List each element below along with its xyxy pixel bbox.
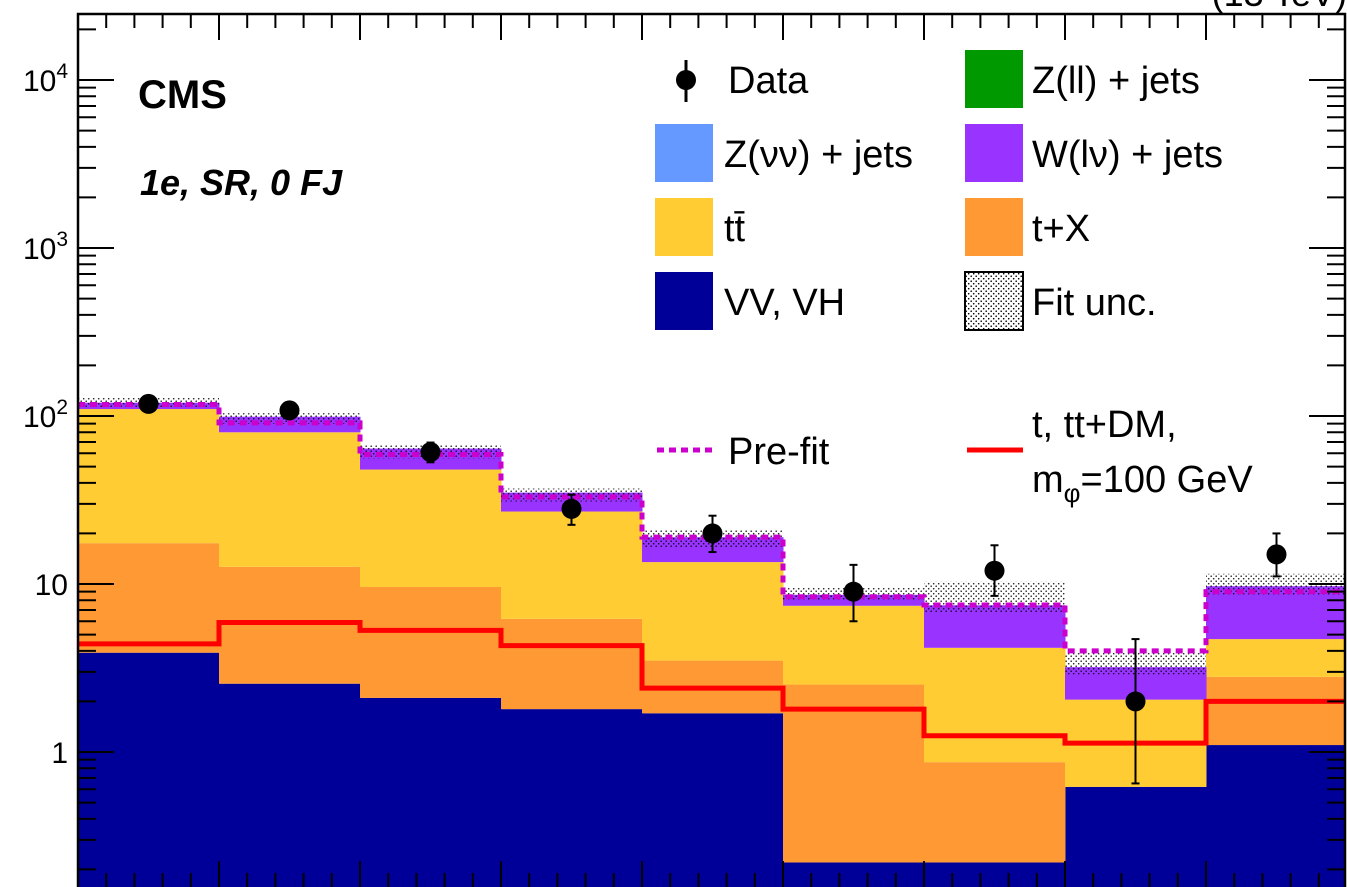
legend-vv: VV, VH [655, 272, 845, 330]
stack-bar-t-x-bin-1 [78, 543, 220, 653]
legend-data-label: Data [728, 60, 809, 102]
axis-ticks: 1 10 102 103 104 [23, 14, 1345, 887]
data-point-bin-4 [561, 493, 582, 526]
y-tick-label: 103 [23, 228, 68, 266]
legend-znn-swatch [655, 124, 713, 182]
stack-bar-vv-vh-bin-2 [219, 683, 361, 887]
legend-zll-swatch [965, 50, 1023, 108]
legend-unc-swatch [964, 271, 1024, 331]
y-tick-label: 10 [35, 569, 68, 602]
data-point-bin-9 [1266, 532, 1287, 578]
stack-bar-vv-vh-bin-8 [1065, 786, 1207, 887]
legend-signal-label-1: t, tt+DM, [1032, 404, 1177, 446]
cms-label: CMS [138, 73, 227, 117]
data-point-bin-7 [984, 544, 1005, 597]
stack-bar-w-l-jets-bin-7 [924, 605, 1066, 648]
legend-tt: tt̄ [655, 198, 746, 256]
prefit-line [78, 402, 1345, 654]
stack-bar-vv-vh-bin-7 [924, 862, 1066, 887]
stack-bar-vv-vh-bin-1 [78, 652, 220, 887]
stack-bar-t-x-bin-3 [360, 586, 502, 698]
legend-znn: Z(νν) + jets [655, 124, 913, 182]
legend-wln: W(lν) + jets [965, 124, 1223, 182]
stack-bar-tt--bin-1 [78, 409, 220, 544]
plot-frame [76, 12, 1347, 887]
legend-tx-swatch [965, 198, 1023, 256]
legend-prefit: Pre-fit [657, 431, 830, 473]
stack-bar-t-x-bin-9 [1206, 676, 1345, 746]
legend-tt-label: tt̄ [724, 208, 746, 250]
energy-label: (13 TeV) [1212, 0, 1347, 14]
data-point-bin-6 [843, 563, 864, 623]
stack-bar-tt--bin-2 [219, 432, 361, 567]
y-tick-label: 104 [23, 60, 68, 98]
legend-data-marker [676, 70, 696, 90]
data-point-bin-8 [1125, 638, 1146, 785]
stack-bar-tt--bin-7 [924, 647, 1066, 763]
stack-bar-t-x-bin-4 [501, 618, 643, 710]
legend-signal: t, tt+DM, mφ=100 GeV [967, 404, 1253, 508]
legend-unc-label: Fit unc. [1032, 282, 1157, 324]
stack-bar-t-x-bin-7 [924, 762, 1066, 863]
legend-tt-swatch [655, 198, 713, 256]
legend-znn-label: Z(νν) + jets [724, 134, 913, 176]
legend-tx: t+X [965, 198, 1090, 256]
prefit-and-signal-lines [78, 402, 1345, 746]
data-points [138, 393, 1287, 785]
stack-bar-w-l-jets-bin-9 [1206, 586, 1345, 640]
y-tick-label: 1 [51, 737, 68, 770]
stack-bar-tt--bin-4 [501, 511, 643, 619]
data-point-bin-1 [138, 393, 159, 414]
stack-bar-t-x-bin-6 [783, 684, 925, 863]
legend-prefit-label: Pre-fit [728, 431, 830, 473]
legend-zll-label: Z(ll) + jets [1032, 60, 1200, 102]
data-point-bin-5 [702, 514, 723, 554]
legend-zll: Z(ll) + jets [965, 50, 1200, 108]
data-point-bin-2 [279, 400, 300, 421]
data-point-bin-3 [420, 441, 441, 464]
y-tick-label: 102 [23, 396, 68, 434]
region-label: 1e, SR, 0 FJ [140, 162, 343, 203]
stack-bar-t-x-bin-2 [219, 566, 361, 684]
stack-bar-vv-vh-bin-5 [642, 713, 784, 887]
stack-bar-tt--bin-5 [642, 562, 784, 661]
legend-vv-label: VV, VH [724, 282, 845, 324]
legend-wln-swatch [965, 124, 1023, 182]
stack-bar-vv-vh-bin-6 [783, 862, 925, 887]
legend-vv-swatch [655, 272, 713, 330]
legend-tx-label: t+X [1032, 208, 1090, 250]
stack-bar-vv-vh-bin-4 [501, 709, 643, 887]
legend-signal-label-2: mφ=100 GeV [1032, 459, 1253, 508]
legend: Data Z(ll) + jets Z(νν) + jets W(lν) + j… [655, 50, 1253, 508]
legend-unc: Fit unc. [964, 271, 1157, 331]
stack-bar-vv-vh-bin-9 [1206, 745, 1345, 887]
stack-bar-tt--bin-9 [1206, 639, 1345, 677]
stack-bar-tt--bin-3 [360, 469, 502, 587]
signal-line [78, 619, 1345, 746]
legend-wln-label: W(lν) + jets [1032, 134, 1223, 176]
stack-bar-vv-vh-bin-3 [360, 697, 502, 887]
legend-data: Data [676, 60, 809, 102]
